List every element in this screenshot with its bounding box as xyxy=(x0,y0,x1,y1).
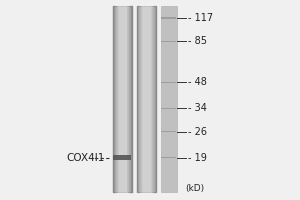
Text: - 48: - 48 xyxy=(188,77,206,87)
Bar xyxy=(160,6,177,192)
Text: - 85: - 85 xyxy=(188,36,206,46)
Text: COX4I1: COX4I1 xyxy=(66,153,104,163)
Bar xyxy=(113,155,131,160)
Bar xyxy=(161,131,176,132)
Text: - 26: - 26 xyxy=(188,127,206,137)
Bar xyxy=(136,6,156,192)
Text: (kD): (kD) xyxy=(185,184,205,194)
Bar xyxy=(161,82,176,83)
Text: - 117: - 117 xyxy=(188,13,213,23)
Text: - 34: - 34 xyxy=(188,103,206,113)
Bar xyxy=(161,17,176,19)
Bar xyxy=(112,6,132,192)
Bar xyxy=(161,157,176,158)
Bar xyxy=(161,41,176,42)
Bar xyxy=(161,108,176,109)
Text: - 19: - 19 xyxy=(188,153,206,163)
